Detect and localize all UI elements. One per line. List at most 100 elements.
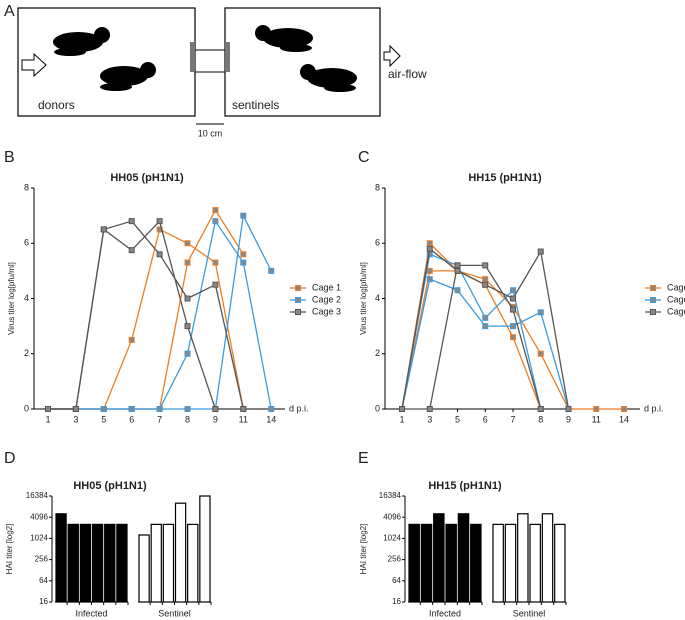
point	[184, 259, 191, 266]
point	[128, 406, 135, 412]
bar	[517, 513, 529, 603]
point	[212, 207, 219, 214]
point	[537, 350, 544, 357]
legend-marker	[295, 309, 301, 315]
group-label: Infected	[429, 608, 461, 618]
point	[565, 406, 572, 412]
y-tick-label: 8	[24, 182, 29, 192]
line	[48, 208, 244, 410]
panel-label: B	[4, 149, 15, 166]
bar	[91, 523, 104, 603]
y-tick-label: 2	[375, 348, 380, 358]
point	[184, 295, 191, 302]
bar	[470, 523, 482, 603]
x-tick-label: 5	[101, 414, 106, 424]
bar	[541, 513, 554, 603]
x-tick-label: 7	[510, 414, 515, 424]
bar	[138, 534, 150, 603]
point	[426, 276, 433, 283]
y-tick-label: 4	[375, 293, 380, 303]
legend-label: Cage 2	[312, 294, 341, 304]
bar	[492, 523, 504, 603]
grid	[190, 42, 195, 72]
arrow	[383, 44, 401, 68]
point	[426, 240, 433, 247]
y-tick-label: 0	[375, 403, 380, 413]
point	[593, 406, 600, 412]
x-tick-label: 11	[239, 414, 248, 424]
x-tick-label: 6	[129, 414, 134, 424]
y-axis-label: Virus titer log[pfu/ml]	[359, 262, 368, 335]
panel-label: D	[4, 450, 16, 467]
panel-label: A	[4, 3, 15, 20]
y-tick-label: 0	[24, 403, 29, 413]
point	[510, 306, 516, 313]
bar	[116, 523, 128, 603]
bar	[55, 513, 67, 603]
point	[212, 259, 219, 266]
bar	[104, 523, 116, 603]
point	[454, 287, 461, 294]
x-tick-label: 3	[73, 414, 78, 424]
point	[100, 226, 107, 233]
x-axis-label: d p.i.	[289, 403, 309, 413]
bar	[150, 523, 162, 603]
x-tick-label: 1	[45, 414, 50, 424]
y-tick-label: 16	[392, 597, 401, 606]
x-tick-label: 11	[592, 414, 601, 424]
group-label: Sentinel	[513, 608, 546, 618]
point	[128, 247, 135, 254]
point	[128, 336, 135, 343]
y-tick-label: 64	[39, 576, 48, 585]
point	[537, 248, 544, 255]
panel-label: E	[358, 450, 369, 467]
point	[454, 267, 461, 274]
x-tick-label: 7	[157, 414, 162, 424]
diagram: donors sentinels air-flow 10 cm	[17, 7, 427, 138]
point	[510, 295, 516, 302]
bar	[162, 523, 175, 603]
line	[402, 264, 542, 410]
y-tick-label: 1024	[383, 534, 401, 543]
point	[482, 262, 489, 269]
arrow	[21, 52, 47, 78]
x-tick-label: 9	[213, 414, 218, 424]
point	[510, 287, 516, 294]
chart-title: HH05 (pH1N1)	[73, 480, 147, 492]
x-tick-label: 1	[399, 414, 404, 424]
point	[212, 218, 219, 225]
bar	[187, 523, 199, 603]
point	[482, 281, 489, 288]
point	[482, 314, 489, 321]
bar	[199, 495, 211, 603]
point	[510, 334, 516, 341]
y-tick-label: 16384	[379, 491, 402, 500]
y-axis-label: HAI titer [log2]	[359, 524, 368, 575]
panel-label: C	[358, 149, 370, 166]
label: sentinels	[232, 98, 279, 112]
point	[240, 251, 247, 258]
bar	[408, 523, 420, 603]
legend-marker	[650, 309, 656, 315]
legend-label: Cage 3	[312, 306, 341, 316]
x-tick-label: 14	[266, 414, 276, 424]
point	[240, 212, 247, 219]
point	[482, 323, 489, 330]
point	[156, 406, 163, 412]
ferrets	[53, 25, 357, 92]
chart-title: HH15 (pH1N1)	[468, 172, 542, 184]
bar	[504, 523, 517, 603]
x-tick-label: 9	[566, 414, 571, 424]
y-tick-label: 16384	[26, 491, 49, 500]
legend-marker	[295, 297, 301, 303]
y-axis-label: Virus titer log[pfu/ml]	[7, 262, 16, 335]
line	[48, 228, 244, 410]
bar	[457, 513, 470, 603]
chart-title: HH15 (pH1N1)	[428, 480, 502, 492]
point	[184, 323, 191, 330]
legend-marker	[650, 297, 656, 303]
grid	[225, 42, 230, 72]
bar	[79, 523, 92, 603]
point	[212, 281, 219, 288]
